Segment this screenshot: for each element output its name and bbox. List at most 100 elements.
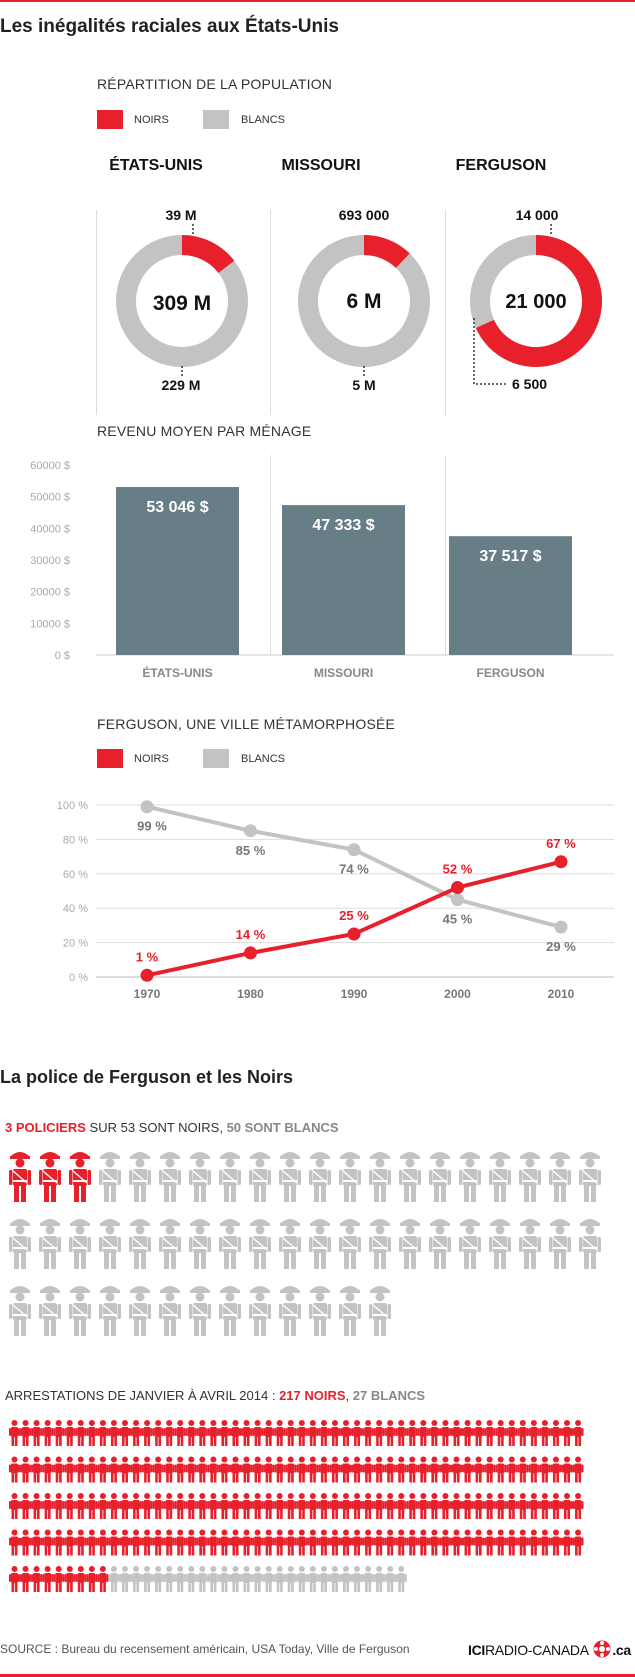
person-black-icon bbox=[395, 1529, 407, 1556]
person-black-icon bbox=[528, 1456, 540, 1483]
person-black-icon bbox=[506, 1493, 518, 1519]
person-black-icon bbox=[31, 1566, 43, 1592]
person-black-icon bbox=[395, 1420, 407, 1446]
person-black-icon bbox=[373, 1529, 385, 1556]
legend-label-blancs: BLANCS bbox=[241, 753, 286, 765]
police-officer-white-icon bbox=[189, 1286, 211, 1336]
person-black-icon bbox=[340, 1529, 352, 1556]
police-officer-black-icon bbox=[69, 1152, 91, 1202]
column-divider bbox=[270, 455, 271, 655]
person-white-icon bbox=[318, 1566, 330, 1592]
person-black-icon bbox=[417, 1529, 429, 1556]
person-black-icon bbox=[307, 1456, 319, 1483]
person-black-icon bbox=[572, 1529, 584, 1556]
person-black-icon bbox=[20, 1420, 32, 1446]
donut-black-label: 14 000 bbox=[516, 207, 559, 223]
person-black-icon bbox=[241, 1493, 253, 1519]
person-black-icon bbox=[517, 1456, 529, 1483]
police-officer-white-icon bbox=[39, 1286, 61, 1336]
person-white-icon bbox=[130, 1566, 142, 1592]
person-black-icon bbox=[64, 1493, 76, 1519]
person-black-icon bbox=[285, 1420, 297, 1446]
evolution-heading: FERGUSON, UNE VILLE MÉTAMORPHOSÉE bbox=[97, 716, 396, 732]
person-black-icon bbox=[241, 1420, 253, 1446]
donut-ferguson: 21 000 14 000 6 500 bbox=[470, 207, 602, 392]
person-black-icon bbox=[207, 1529, 219, 1556]
person-black-icon bbox=[9, 1420, 20, 1446]
person-white-icon bbox=[252, 1566, 264, 1592]
person-black-icon bbox=[42, 1420, 54, 1446]
person-black-icon bbox=[207, 1456, 219, 1483]
person-black-icon bbox=[9, 1493, 20, 1519]
point-blancs bbox=[140, 800, 154, 814]
person-black-icon bbox=[329, 1420, 341, 1446]
police-officer-white-icon bbox=[489, 1152, 511, 1202]
person-black-icon bbox=[528, 1529, 540, 1556]
column-divider bbox=[445, 210, 446, 415]
person-black-icon bbox=[274, 1529, 286, 1556]
person-black-icon bbox=[31, 1456, 43, 1483]
person-white-icon bbox=[351, 1566, 363, 1592]
person-black-icon bbox=[495, 1529, 507, 1556]
person-black-icon bbox=[230, 1493, 241, 1519]
person-black-icon bbox=[86, 1420, 98, 1446]
police-officer-white-icon bbox=[399, 1219, 421, 1269]
person-black-icon bbox=[439, 1493, 451, 1519]
person-black-icon bbox=[373, 1493, 385, 1519]
person-black-icon bbox=[539, 1493, 551, 1519]
radio-canada-logo[interactable]: ICIRADIO-CANADA .ca bbox=[468, 1640, 631, 1658]
person-black-icon bbox=[395, 1493, 407, 1519]
point-noirs bbox=[347, 927, 361, 941]
person-black-icon bbox=[174, 1493, 186, 1519]
y-tick-label: 0 % bbox=[69, 972, 88, 984]
person-black-icon bbox=[75, 1456, 87, 1483]
person-black-icon bbox=[484, 1420, 496, 1446]
person-black-icon bbox=[406, 1529, 418, 1556]
person-black-icon bbox=[495, 1456, 507, 1483]
person-black-icon bbox=[141, 1456, 153, 1483]
person-black-icon bbox=[517, 1493, 529, 1519]
police-head-middle: SUR 53 SONT NOIRS, bbox=[85, 1120, 227, 1135]
police-officer-white-icon bbox=[219, 1152, 241, 1202]
x-tick-label: 1970 bbox=[134, 987, 161, 1001]
police-officer-white-icon bbox=[129, 1152, 151, 1202]
person-black-icon bbox=[185, 1420, 197, 1446]
y-tick-label: 40000 $ bbox=[30, 523, 70, 535]
police-officer-white-icon bbox=[189, 1152, 211, 1202]
person-black-icon bbox=[20, 1529, 32, 1556]
person-black-icon bbox=[241, 1529, 253, 1556]
person-black-icon bbox=[351, 1456, 363, 1483]
police-officer-white-icon bbox=[129, 1219, 151, 1269]
police-officer-white-icon bbox=[579, 1152, 601, 1202]
police-officer-white-icon bbox=[519, 1152, 541, 1202]
person-black-icon bbox=[406, 1420, 418, 1446]
x-tick-label: MISSOURI bbox=[314, 666, 373, 680]
person-black-icon bbox=[395, 1456, 407, 1483]
police-officer-white-icon bbox=[459, 1219, 481, 1269]
person-black-icon bbox=[539, 1420, 551, 1446]
police-officer-white-icon bbox=[279, 1286, 301, 1336]
person-black-icon bbox=[97, 1456, 109, 1483]
donut-white-label: 6 500 bbox=[512, 376, 547, 392]
person-black-icon bbox=[207, 1420, 219, 1446]
person-black-icon bbox=[119, 1420, 131, 1446]
leader-line bbox=[473, 318, 506, 385]
person-black-icon bbox=[31, 1529, 43, 1556]
person-black-icon bbox=[462, 1456, 474, 1483]
person-black-icon bbox=[340, 1420, 352, 1446]
radio-canada-gem-icon bbox=[593, 1640, 611, 1658]
y-tick-label: 80 % bbox=[63, 834, 88, 846]
person-black-icon bbox=[307, 1493, 319, 1519]
police-officer-white-icon bbox=[339, 1152, 361, 1202]
police-officer-white-icon bbox=[9, 1286, 31, 1336]
person-black-icon bbox=[141, 1529, 153, 1556]
person-black-icon bbox=[252, 1420, 264, 1446]
legend-swatch-blancs bbox=[203, 749, 229, 768]
person-black-icon bbox=[451, 1456, 462, 1483]
x-tick-label: 1980 bbox=[237, 987, 264, 1001]
person-black-icon bbox=[439, 1420, 451, 1446]
person-black-icon bbox=[218, 1493, 230, 1519]
person-black-icon bbox=[163, 1420, 175, 1446]
person-black-icon bbox=[307, 1420, 319, 1446]
person-black-icon bbox=[252, 1529, 264, 1556]
